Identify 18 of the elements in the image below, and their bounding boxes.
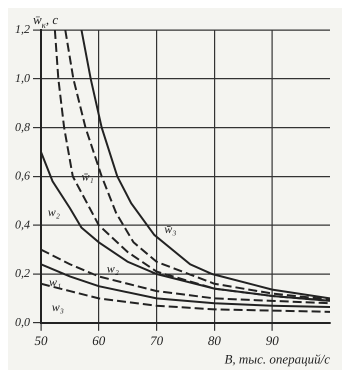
y-tick-label: 1,0 [15,70,30,85]
y-tick-label: 1,2 [15,22,30,36]
y-tick-label: 0,8 [15,120,30,134]
y-tick-label: 0,2 [15,266,30,280]
x-tick-label: 50 [34,333,48,348]
x-tick-label: 80 [208,333,222,348]
series-label: w₃ [52,300,64,314]
series-label: w₂ [48,205,60,220]
x-tick-label: 70 [150,333,164,348]
x-tick-label: 60 [92,333,106,348]
y-tick-label: 0,6 [15,168,30,183]
series-label: w̄₃ [164,222,176,236]
x-axis-title: B, тыс. операций/с [224,352,330,367]
y-tick-label: 0,0 [15,314,30,329]
y-tick-label: 0,4 [15,217,30,232]
series-label: w₁ [49,275,62,290]
series-label: w₂ [106,261,119,276]
x-tick-label: 90 [266,333,280,348]
